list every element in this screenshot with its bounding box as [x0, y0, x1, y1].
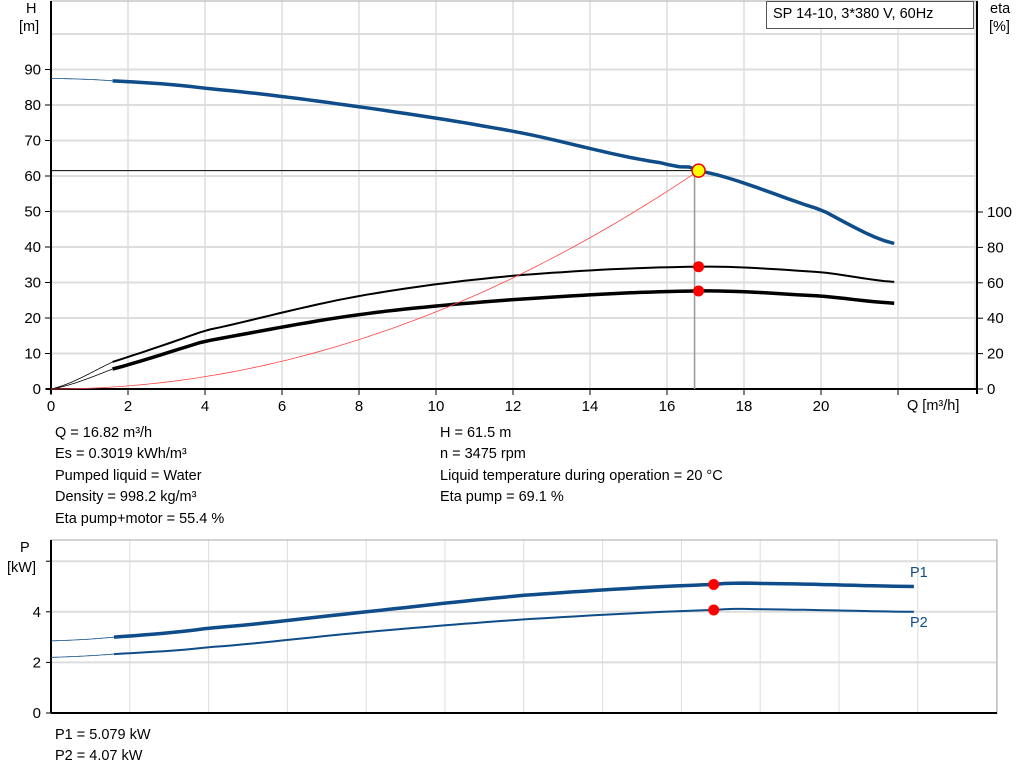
y-tick-label: 20: [24, 310, 41, 327]
y2-tick-label: 100: [987, 204, 1012, 221]
result-liquid: Pumped liquid = Water: [55, 468, 202, 484]
x-tick-label: 14: [582, 398, 599, 415]
result-q: Q = 16.82 m³/h: [55, 425, 153, 441]
result-h: H = 61.5 m: [440, 425, 512, 441]
p2-curve: [113, 607, 914, 656]
duty-point-marker: [691, 163, 706, 178]
eta_pump-curve-extrapolated: [50, 361, 113, 390]
x-tick-label: 10: [428, 398, 445, 415]
p2-curve-extrapolated: [51, 653, 114, 658]
legend-p1: P1: [910, 565, 928, 581]
x-tick-label: 2: [124, 398, 132, 415]
title-box: SP 14-10, 3*380 V, 60Hz: [766, 1, 974, 29]
x-tick-label: 6: [278, 398, 286, 415]
system-curve: [50, 170, 699, 390]
y2-tick-label: 0: [987, 381, 995, 398]
x-tick-label: 12: [505, 398, 522, 415]
eta_total-curve-extrapolated: [50, 368, 113, 390]
p1-duty-marker: [708, 579, 720, 591]
eta-total-duty-marker: [693, 285, 705, 297]
y-label-h: H: [26, 1, 37, 17]
y-tick-label: 10: [24, 346, 41, 363]
y-tick-label: 30: [24, 275, 41, 292]
result-es: Es = 0.3019 kWh/m³: [55, 446, 187, 462]
x-tick-label: 18: [736, 398, 753, 415]
y-unit-p: [kW]: [7, 560, 36, 576]
H-curve-extrapolated: [51, 78, 113, 82]
x-tick-label: 4: [201, 398, 209, 415]
result-n: n = 3475 rpm: [440, 446, 526, 462]
H-curve: [112, 79, 895, 246]
y2-unit-eta: [%]: [989, 19, 1010, 35]
y-tick-label: 50: [24, 204, 41, 221]
p2-duty-marker: [708, 604, 720, 616]
result-p2: P2 = 4.07 kW: [55, 748, 143, 764]
eta-pump-duty-marker: [693, 261, 705, 273]
y-tick-label: 60: [24, 168, 41, 185]
y-tick-label: 90: [24, 62, 41, 79]
y2-tick-label: 20: [987, 346, 1004, 363]
p1-curve-extrapolated: [51, 636, 115, 642]
p1-curve: [113, 581, 914, 639]
y2-tick-label: 80: [987, 239, 1004, 256]
y-unit-h: [m]: [19, 19, 40, 35]
result-eta-pump: Eta pump = 69.1 %: [440, 489, 564, 505]
y-tick-label: 0: [33, 705, 41, 722]
eta_total-curve: [112, 289, 895, 371]
y-tick-label: 80: [24, 97, 41, 114]
x-label-q: Q [m³/h]: [907, 398, 960, 414]
result-temp: Liquid temperature during operation = 20…: [440, 468, 723, 484]
y-tick-label: 2: [33, 654, 41, 671]
y-tick-label: 40: [24, 239, 41, 256]
y2-tick-label: 40: [987, 310, 1004, 327]
eta_pump-curve: [112, 265, 895, 363]
legend-p2: P2: [910, 615, 928, 631]
y-tick-label: 0: [33, 381, 41, 398]
y2-label-eta: eta: [990, 1, 1011, 17]
y-label-p: P: [20, 540, 30, 556]
x-tick-label: 16: [659, 398, 676, 415]
result-p1: P1 = 5.079 kW: [55, 727, 151, 743]
chart-title: SP 14-10, 3*380 V, 60Hz: [773, 6, 934, 22]
y-tick-label: 4: [33, 604, 41, 621]
y-tick-label: 70: [24, 133, 41, 150]
x-tick-label: 0: [47, 398, 55, 415]
x-tick-label: 8: [355, 398, 363, 415]
x-tick-label: 20: [813, 398, 830, 415]
plot-frame: [50, 0, 978, 390]
y2-tick-label: 60: [987, 275, 1004, 292]
result-density: Density = 998.2 kg/m³: [55, 489, 197, 505]
result-eta-total: Eta pump+motor = 55.4 %: [55, 511, 225, 527]
